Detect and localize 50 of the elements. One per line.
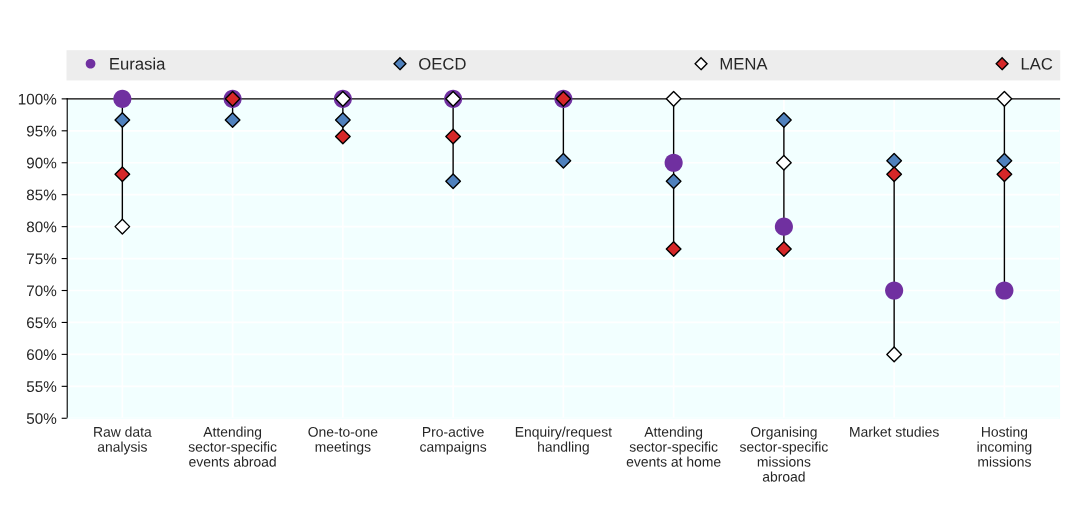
y-tick-label: 90% xyxy=(26,157,57,169)
point xyxy=(775,241,792,257)
point xyxy=(885,281,904,300)
point xyxy=(775,111,792,128)
point xyxy=(995,281,1014,300)
point xyxy=(996,152,1013,169)
point xyxy=(555,152,572,169)
point xyxy=(886,166,903,183)
point xyxy=(113,89,132,108)
point xyxy=(445,173,462,190)
point xyxy=(774,217,793,236)
point xyxy=(775,154,792,171)
legend-label: LAC xyxy=(1021,57,1053,70)
point xyxy=(114,166,131,183)
y-tick-label: 85% xyxy=(26,189,57,201)
y-tick-label: 70% xyxy=(27,285,57,297)
x-tick-label: Attending sector-specific events at home xyxy=(626,426,721,467)
point xyxy=(996,90,1013,107)
y-tick-label: 55% xyxy=(26,381,57,393)
legend-label: OECD xyxy=(419,57,466,70)
x-tick-label: Market studies xyxy=(850,426,939,437)
y-tick-label: 65% xyxy=(27,317,57,329)
x-tick-label: Attending sector-specific events abroad xyxy=(188,426,277,467)
y-tick-label: 75% xyxy=(27,253,57,265)
point xyxy=(445,128,462,145)
point xyxy=(665,241,682,257)
point xyxy=(886,346,903,363)
x-tick-label: Raw data analysis xyxy=(94,426,152,455)
legend-label: Eurasia xyxy=(110,57,166,70)
y-tick-label: 95% xyxy=(26,125,57,137)
legend-label: MENA xyxy=(720,58,768,70)
y-tick-label: 60% xyxy=(27,349,57,361)
point xyxy=(664,153,683,172)
x-tick-label: Pro-active campaigns xyxy=(420,426,487,455)
point xyxy=(224,111,241,128)
point xyxy=(114,218,131,235)
point xyxy=(665,90,682,107)
y-tick-label: 80% xyxy=(26,221,57,233)
point xyxy=(996,166,1013,183)
x-tick-label: Enquiry/request handling xyxy=(515,426,612,455)
point xyxy=(114,111,131,128)
point xyxy=(886,152,903,169)
y-tick-label: 100% xyxy=(18,93,57,105)
y-tick-label: 50% xyxy=(26,413,57,424)
point xyxy=(334,128,351,145)
x-tick-label: Hosting incoming missions xyxy=(977,426,1032,467)
point xyxy=(665,173,682,190)
point xyxy=(334,111,351,128)
x-tick-label: Organising sector-specific missions abroad xyxy=(739,426,828,482)
x-tick-label: One-to-one meetings xyxy=(308,426,378,455)
